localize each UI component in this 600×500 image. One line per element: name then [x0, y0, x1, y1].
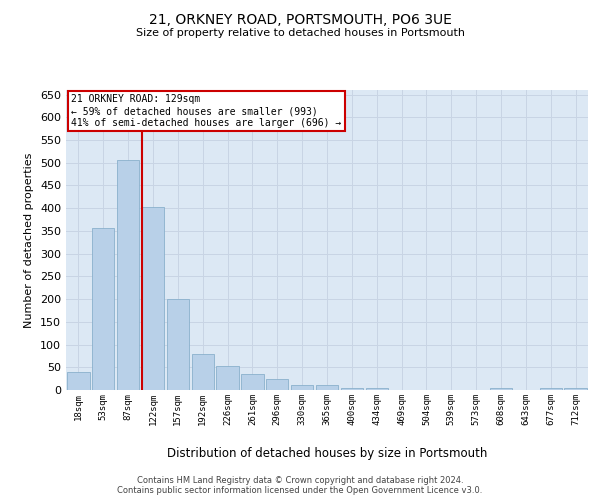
Bar	[167, 298, 189, 390]
Bar	[92, 228, 115, 390]
Bar	[142, 208, 164, 390]
Bar	[539, 388, 562, 390]
Bar	[365, 388, 388, 390]
Y-axis label: Number of detached properties: Number of detached properties	[25, 152, 34, 328]
Text: Size of property relative to detached houses in Portsmouth: Size of property relative to detached ho…	[136, 28, 464, 38]
Bar	[316, 386, 338, 390]
Bar	[191, 354, 214, 390]
Text: 21 ORKNEY ROAD: 129sqm
← 59% of detached houses are smaller (993)
41% of semi-de: 21 ORKNEY ROAD: 129sqm ← 59% of detached…	[71, 94, 341, 128]
Text: 21, ORKNEY ROAD, PORTSMOUTH, PO6 3UE: 21, ORKNEY ROAD, PORTSMOUTH, PO6 3UE	[149, 12, 451, 26]
Bar	[67, 372, 89, 390]
Text: Contains HM Land Registry data © Crown copyright and database right 2024.
Contai: Contains HM Land Registry data © Crown c…	[118, 476, 482, 495]
Bar	[291, 386, 313, 390]
Bar	[341, 388, 363, 390]
Bar	[117, 160, 139, 390]
Bar	[217, 366, 239, 390]
Bar	[266, 378, 289, 390]
Bar	[241, 374, 263, 390]
Bar	[565, 388, 587, 390]
Text: Distribution of detached houses by size in Portsmouth: Distribution of detached houses by size …	[167, 448, 487, 460]
Bar	[490, 388, 512, 390]
